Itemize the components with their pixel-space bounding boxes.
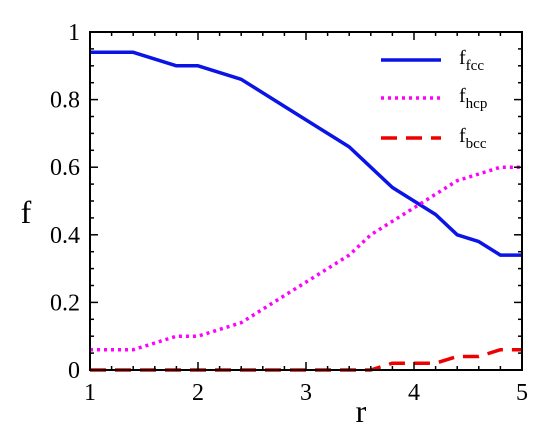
ticks-layer — [89, 31, 523, 371]
y-tick-label: 0 — [68, 358, 80, 384]
series-line-fcc — [90, 50, 522, 257]
legend-label-main: f — [459, 125, 466, 147]
legend-label-main: f — [459, 47, 466, 69]
x-tick-label: 1 — [84, 380, 96, 406]
x-axis-label: r — [356, 393, 367, 429]
y-tick-label: 0.6 — [50, 155, 80, 181]
plot-frame — [89, 31, 523, 371]
legend-label-bcc: fbcc — [459, 125, 487, 152]
series-layer — [90, 50, 522, 372]
x-tick-label: 4 — [408, 380, 420, 406]
series-line-bcc — [90, 347, 522, 372]
y-tick-label: 1 — [68, 20, 80, 46]
x-tick-label: 5 — [516, 380, 528, 406]
series-line-hcp — [90, 165, 522, 352]
y-tick-label: 0.8 — [50, 88, 80, 114]
legend-label-fcc: ffcc — [459, 47, 484, 74]
y-axis-label: f — [21, 194, 32, 230]
legend-label-subscript: hcp — [466, 96, 488, 112]
legend-label-subscript: bcc — [466, 136, 487, 152]
legend-label-hcp: fhcp — [459, 85, 487, 112]
x-tick-label: 2 — [192, 380, 204, 406]
legend-label-subscript: fcc — [466, 58, 485, 74]
legend-label-main: f — [459, 85, 466, 107]
y-tick-label: 0.2 — [50, 290, 80, 316]
y-tick-label: 0.4 — [50, 223, 80, 249]
tick-labels: 1 2 3 4 5 0 0.2 0.4 0.6 0.8 1 — [50, 20, 528, 406]
x-tick-label: 3 — [300, 380, 312, 406]
